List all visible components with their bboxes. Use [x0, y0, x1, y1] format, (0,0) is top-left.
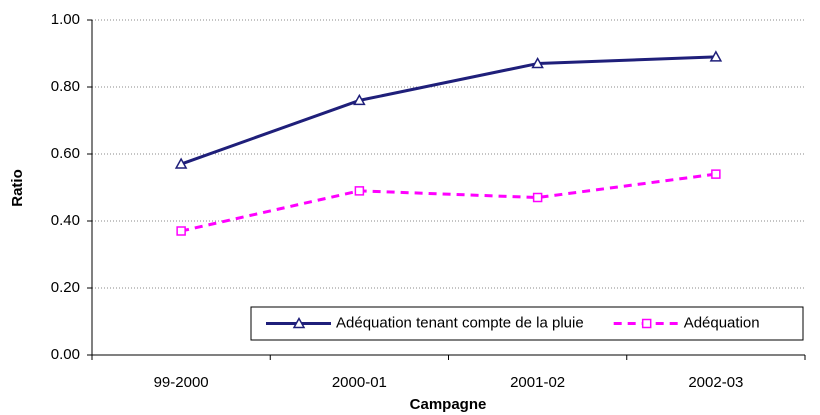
y-tick-label: 0.40: [51, 212, 80, 229]
data-point: [709, 50, 723, 62]
series-line: [180, 172, 717, 233]
legend: Adéquation tenant compte de la pluie Adéq…: [250, 306, 804, 341]
x-tick-label: 2002-03: [688, 374, 743, 391]
x-tick-label: 2001-02: [510, 374, 565, 391]
legend-label: Adéquation tenant compte de la pluie: [336, 314, 584, 331]
data-point: [174, 157, 188, 169]
legend-label: Adéquation: [684, 314, 760, 331]
legend-marker: [292, 316, 306, 329]
data-point: [176, 226, 186, 236]
y-tick-label: 0.80: [51, 78, 80, 95]
y-tick-label: 0.60: [51, 145, 80, 162]
y-axis-title: Ratio: [9, 169, 26, 207]
x-axis-title: Campagne: [410, 396, 487, 413]
y-tick-label: 1.00: [51, 11, 80, 28]
x-tick-label: 99-2000: [154, 374, 209, 391]
x-tick-label: 2000-01: [332, 374, 387, 391]
data-point: [532, 192, 543, 203]
data-point: [353, 93, 366, 106]
legend-marker: [641, 318, 652, 329]
series-line: [180, 55, 716, 166]
legend-box: [250, 306, 804, 341]
y-tick-label: 0.00: [51, 346, 80, 363]
data-point: [711, 169, 721, 179]
data-point: [531, 57, 544, 69]
y-tick-label: 0.20: [51, 279, 80, 296]
data-point: [354, 186, 365, 196]
